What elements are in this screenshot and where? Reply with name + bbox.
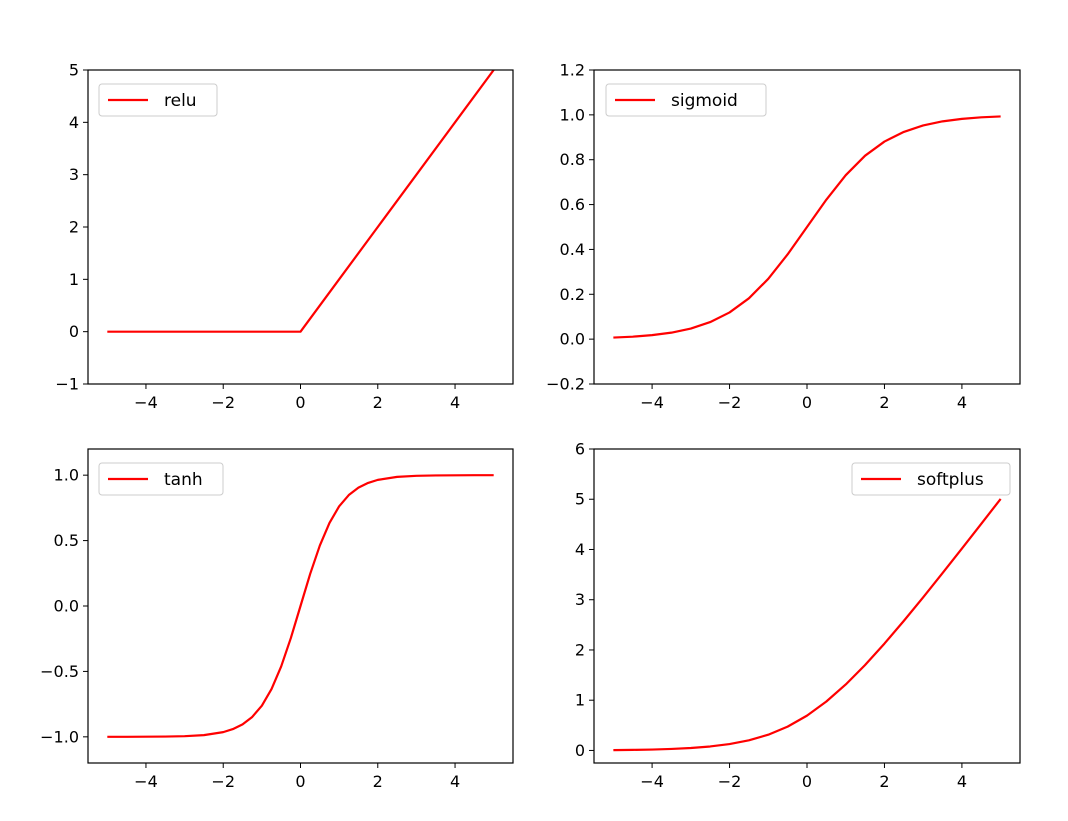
x-tick-label: −2 (718, 393, 742, 412)
subplot-relu: −4 −2 0 2 4 −1 0 1 2 3 4 5 relu (55, 61, 514, 412)
y-tick-label: 3 (69, 165, 79, 184)
y-tick-label: 0.2 (560, 285, 585, 304)
legend: softplus (851, 462, 1011, 496)
series-line-sigmoid (613, 115, 1001, 339)
x-tick-label: 4 (450, 393, 460, 412)
x-tick-label: 0 (802, 393, 812, 412)
legend: tanh (98, 462, 224, 496)
legend-label: relu (164, 91, 197, 111)
y-tick-label: −1.0 (40, 727, 79, 746)
x-tick-label: 0 (802, 772, 812, 791)
x-tick-label: −4 (640, 772, 664, 791)
legend-box (851, 462, 1011, 496)
y-tick-label: 2 (575, 640, 585, 659)
y-tick-label: 1 (69, 270, 79, 289)
subplot-tanh: −4 −2 0 2 4 −1.0 −0.5 0.0 0.5 1.0 tanh (40, 448, 514, 791)
y-tick-label: 0.4 (560, 240, 585, 259)
y-tick-label: −0.2 (546, 375, 585, 394)
legend-box (605, 83, 767, 117)
y-tick-label: 0.0 (560, 330, 585, 349)
x-tick-label: −4 (640, 393, 664, 412)
x-tick-label: 4 (957, 772, 967, 791)
y-tick-label: 4 (69, 113, 79, 132)
x-tick-label: −4 (134, 772, 158, 791)
subplot-sigmoid: −4 −2 0 2 4 −0.2 0.0 0.2 0.4 0.6 0.8 1.0 1.2 sigmoid (546, 61, 1021, 412)
x-tick-label: 0 (295, 772, 305, 791)
y-tick-label: 4 (575, 540, 585, 559)
y-tick-label: −0.5 (40, 662, 79, 681)
x-tick-label: 4 (450, 772, 460, 791)
x-tick-label: 2 (373, 393, 383, 412)
y-tick-label: 3 (575, 590, 585, 609)
y-tick-label: 5 (69, 61, 79, 80)
series-line-tanh (107, 474, 494, 738)
legend-box (98, 462, 224, 496)
x-tick-label: 2 (373, 772, 383, 791)
x-tick-label: 2 (879, 393, 889, 412)
legend-box (98, 83, 218, 117)
x-tick-label: 4 (957, 393, 967, 412)
x-tick-label: −2 (211, 772, 235, 791)
legend: relu (98, 83, 218, 117)
y-tick-label: 1.0 (560, 105, 585, 124)
legend: sigmoid (605, 83, 767, 117)
x-tick-label: 0 (295, 393, 305, 412)
legend-label: softplus (917, 470, 984, 490)
y-tick-label: 5 (575, 490, 585, 509)
subplot-softplus: −4 −2 0 2 4 0 1 2 3 4 5 6 softplus (575, 440, 1021, 791)
series-line-relu (107, 70, 495, 333)
y-tick-label: 1 (575, 691, 585, 710)
y-tick-label: 0.5 (54, 531, 79, 550)
y-tick-label: 0 (69, 322, 79, 341)
y-tick-label: 1.2 (560, 61, 585, 80)
x-tick-label: −2 (718, 772, 742, 791)
legend-label: sigmoid (671, 91, 738, 111)
y-tick-label: 2 (69, 218, 79, 237)
legend-label: tanh (164, 470, 203, 490)
series-line-softplus (613, 498, 1002, 752)
y-tick-label: 0 (575, 741, 585, 760)
y-tick-label: 0.6 (560, 195, 585, 214)
y-tick-label: −1 (55, 375, 79, 394)
y-tick-label: 0.8 (560, 150, 585, 169)
y-tick-label: 0.0 (54, 597, 79, 616)
y-tick-label: 6 (575, 440, 585, 459)
x-tick-label: 2 (879, 772, 889, 791)
y-tick-label: 1.0 (54, 466, 79, 485)
x-tick-label: −2 (211, 393, 235, 412)
x-tick-label: −4 (134, 393, 158, 412)
